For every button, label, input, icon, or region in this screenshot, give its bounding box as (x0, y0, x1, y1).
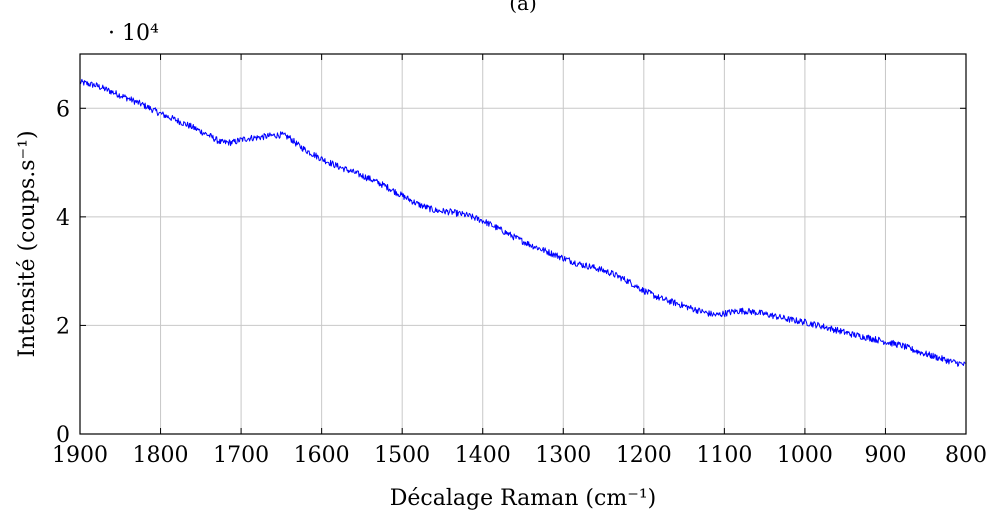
x-tick-label: 1000 (777, 443, 833, 468)
tick-marks (79, 54, 967, 435)
series-line (79, 78, 967, 367)
x-tick-label: 900 (864, 443, 906, 468)
y-tick-label: 2 (56, 314, 70, 339)
series-layer (79, 78, 967, 367)
x-axis-title: Décalage Raman (cm⁻¹) (390, 486, 656, 511)
x-tick-label: 1100 (696, 443, 752, 468)
x-tick-label: 1400 (455, 443, 511, 468)
x-tick-label: 1900 (52, 443, 108, 468)
x-tick-label: 1600 (294, 443, 350, 468)
y-tick-label: 0 (56, 423, 70, 448)
chart-title: (a) (509, 0, 537, 15)
x-tick-label: 1800 (133, 443, 189, 468)
y-axis-multiplier: · 10⁴ (108, 21, 159, 46)
y-axis-title: Intensité (coups.s⁻¹) (15, 130, 40, 357)
x-tick-label: 1500 (374, 443, 430, 468)
plot-frame (79, 53, 967, 435)
tick-labels: 1900 1800 1700 1600 1500 1400 1300 1200 1100 1000… (52, 97, 987, 468)
x-tick-label: 800 (945, 443, 987, 468)
y-tick-label: 6 (56, 97, 70, 122)
x-tick-label: 1700 (213, 443, 269, 468)
x-tick-label: 1300 (535, 443, 591, 468)
x-tick-label: 1200 (616, 443, 672, 468)
y-tick-label: 4 (56, 206, 70, 231)
